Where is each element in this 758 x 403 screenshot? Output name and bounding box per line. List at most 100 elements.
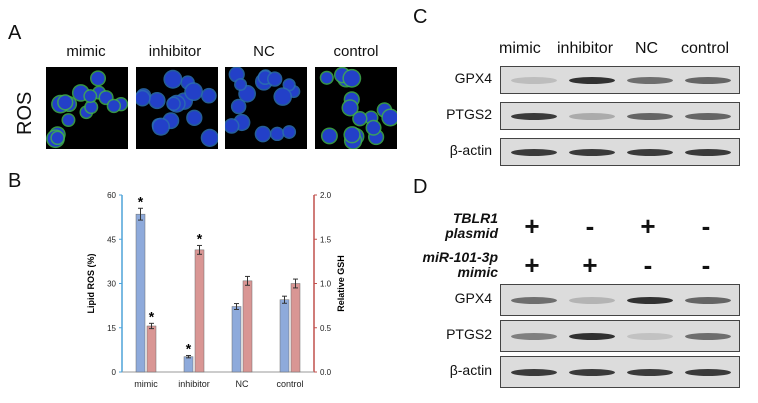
panel-c-col-mimic: mimic: [499, 40, 541, 57]
cell-nucleus: [343, 70, 360, 87]
x-tick-label: mimic: [134, 379, 158, 389]
cell-nucleus: [153, 119, 169, 135]
cell-nucleus: [268, 72, 281, 86]
panel-d-letter: D: [413, 176, 428, 198]
bar: [290, 283, 301, 373]
y-axis-label-left: Lipid ROS (%): [86, 254, 96, 314]
cell-nucleus: [235, 79, 246, 90]
panel-d-band: [569, 297, 615, 304]
panel-c-band: [511, 149, 557, 156]
x-tick-label: NC: [236, 379, 249, 389]
cell-nucleus: [321, 72, 333, 84]
panel-c-letter: C: [413, 6, 428, 28]
panel-a-col-inhibitor: inhibitor: [148, 43, 202, 60]
panel-c-col-control: control: [681, 40, 730, 57]
panel-d-band: [511, 333, 557, 340]
panel-d-band: [569, 369, 615, 376]
panel-c-col-nc: NC: [635, 40, 659, 57]
panel-c-band: [569, 77, 615, 84]
panel-c-blot-strip: [500, 138, 740, 166]
condition-sign: -: [643, 250, 653, 280]
significance-star: *: [197, 230, 203, 246]
significance-star: *: [149, 308, 155, 324]
panel-d-row-label: GPX4: [454, 290, 492, 306]
significance-star: *: [138, 193, 144, 209]
cell-nucleus: [322, 128, 337, 143]
cell-nucleus: [284, 79, 295, 90]
panel-b-letter: B: [8, 170, 22, 192]
condition-sign: +: [524, 250, 540, 280]
condition-sign: -: [585, 211, 595, 241]
cell-nucleus: [232, 100, 245, 113]
cell-nucleus: [62, 114, 74, 126]
condition-sign: +: [582, 250, 598, 280]
condition-sign: +: [640, 211, 656, 241]
right-tick-label: 2.0: [320, 191, 332, 200]
cell-nucleus: [91, 71, 105, 85]
panel-a-letter: A: [8, 22, 22, 44]
panel-c-blot-strip: [500, 102, 740, 130]
panel-c-band: [627, 149, 673, 156]
panel-c-blot-strip: [500, 66, 740, 94]
panel-c-band: [627, 77, 673, 84]
condition-sign: -: [701, 211, 711, 241]
panel-d-band: [627, 297, 673, 304]
panel-c-band: [627, 113, 673, 120]
panel-a-col-control: control: [333, 43, 379, 60]
panel-d-blot-strip: [500, 320, 740, 352]
panel-d-blot-strip: [500, 356, 740, 388]
cell-nucleus: [108, 100, 120, 112]
condition-sign: -: [701, 250, 711, 280]
bar: [146, 325, 157, 373]
cell-nucleus: [256, 127, 270, 141]
panel-c-band: [685, 77, 731, 84]
panel-d-band: [569, 333, 615, 340]
panel-c-row-label: β-actin: [449, 142, 492, 158]
cell-nucleus: [84, 90, 96, 102]
cell-nucleus: [185, 83, 202, 100]
panel-d-band: [685, 297, 731, 304]
ros-image-inhibitor: [136, 67, 218, 149]
cell-nucleus: [187, 111, 201, 125]
cell-nucleus: [353, 112, 367, 125]
cell-nucleus: [164, 71, 181, 88]
panel-c-band: [569, 113, 615, 120]
cell-nucleus: [225, 119, 238, 133]
panel-a-col-mimic: mimic: [66, 43, 106, 60]
right-tick-label: 0.0: [320, 368, 332, 377]
left-tick-label: 60: [107, 191, 116, 200]
cell-nucleus: [344, 127, 360, 142]
cell-nucleus: [274, 88, 291, 105]
panel-c-row-label: GPX4: [454, 70, 492, 86]
ros-image-control: [315, 67, 397, 149]
left-tick-label: 15: [107, 324, 116, 333]
panel-c-band: [511, 113, 557, 120]
panel-d-band: [627, 333, 673, 340]
y-axis-label-right: Relative GSH: [336, 255, 346, 312]
bar: [231, 306, 242, 373]
panel-c-band: [685, 149, 731, 156]
cell-nucleus: [202, 130, 218, 146]
bar-chart: 0 0.0 15 0.5 30 1.0 45 1.5 60 2.0 Lipid ROS (%) Rel…: [86, 191, 346, 389]
cell-nucleus: [283, 126, 295, 138]
bar: [135, 213, 146, 373]
bar: [279, 299, 290, 373]
ros-image-mimic: [46, 67, 128, 149]
bar: [183, 356, 194, 373]
panel-d-row-label: β-actin: [449, 362, 492, 378]
right-tick-label: 0.5: [320, 324, 332, 333]
left-tick-label: 0: [112, 368, 117, 377]
x-tick-label: inhibitor: [178, 379, 210, 389]
left-tick-label: 45: [107, 235, 116, 244]
cell-nucleus: [230, 67, 244, 82]
cell-nucleus: [150, 93, 165, 108]
x-tick-label: control: [276, 379, 303, 389]
left-tick-label: 30: [107, 280, 116, 289]
condition-sign: +: [524, 211, 540, 241]
right-tick-label: 1.5: [320, 235, 332, 244]
cell-nucleus: [58, 95, 72, 109]
ros-image-nc: [225, 67, 307, 149]
cell-nucleus: [342, 100, 358, 115]
panel-d-blot-strip: [500, 284, 740, 316]
cell-nucleus: [85, 101, 97, 113]
